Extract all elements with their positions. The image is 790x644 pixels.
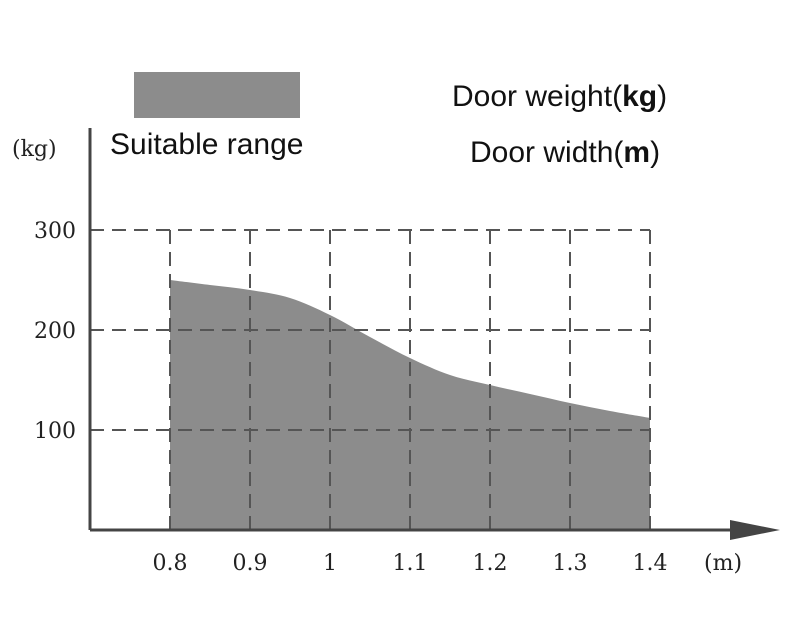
weight-annotation-unit: kg	[622, 80, 657, 113]
x-axis-arrow-icon	[730, 520, 780, 540]
x-tick-label: 0.9	[233, 551, 268, 576]
y-tick-label: 200	[34, 319, 76, 344]
x-tick-label: 1	[323, 551, 337, 576]
suitable-range-area	[170, 280, 650, 530]
y-tick-label: 100	[34, 419, 76, 444]
axes	[88, 128, 780, 540]
width-annotation: Door width(m)	[470, 136, 660, 169]
weight-annotation-close: )	[657, 80, 667, 113]
weight-annotation-open: (	[612, 80, 622, 113]
x-tick-label: 1.4	[633, 551, 668, 576]
x-axis-label: (m)	[704, 551, 742, 576]
width-annotation-label: Door width	[470, 136, 613, 169]
width-annotation-close: )	[650, 136, 660, 169]
legend-swatch	[134, 72, 300, 118]
width-annotation-unit: m	[623, 136, 650, 169]
x-tick-label: 1.1	[393, 551, 428, 576]
x-tick-label: 1.2	[473, 551, 508, 576]
legend-label: Suitable range	[110, 128, 303, 161]
weight-annotation-label: Door weight	[452, 80, 613, 113]
weight-annotation: Door weight(kg)	[452, 80, 667, 113]
grid	[90, 229, 651, 530]
x-tick-label: 0.8	[153, 551, 188, 576]
y-axis-label: (kg)	[12, 137, 57, 162]
y-tick-label: 300	[34, 219, 76, 244]
x-tick-label: 1.3	[553, 551, 588, 576]
width-annotation-open: (	[613, 136, 623, 169]
tick-labels: 0.8 0.9 1 1.1 1.2 1.3 1.4 100 200 300	[34, 219, 668, 576]
